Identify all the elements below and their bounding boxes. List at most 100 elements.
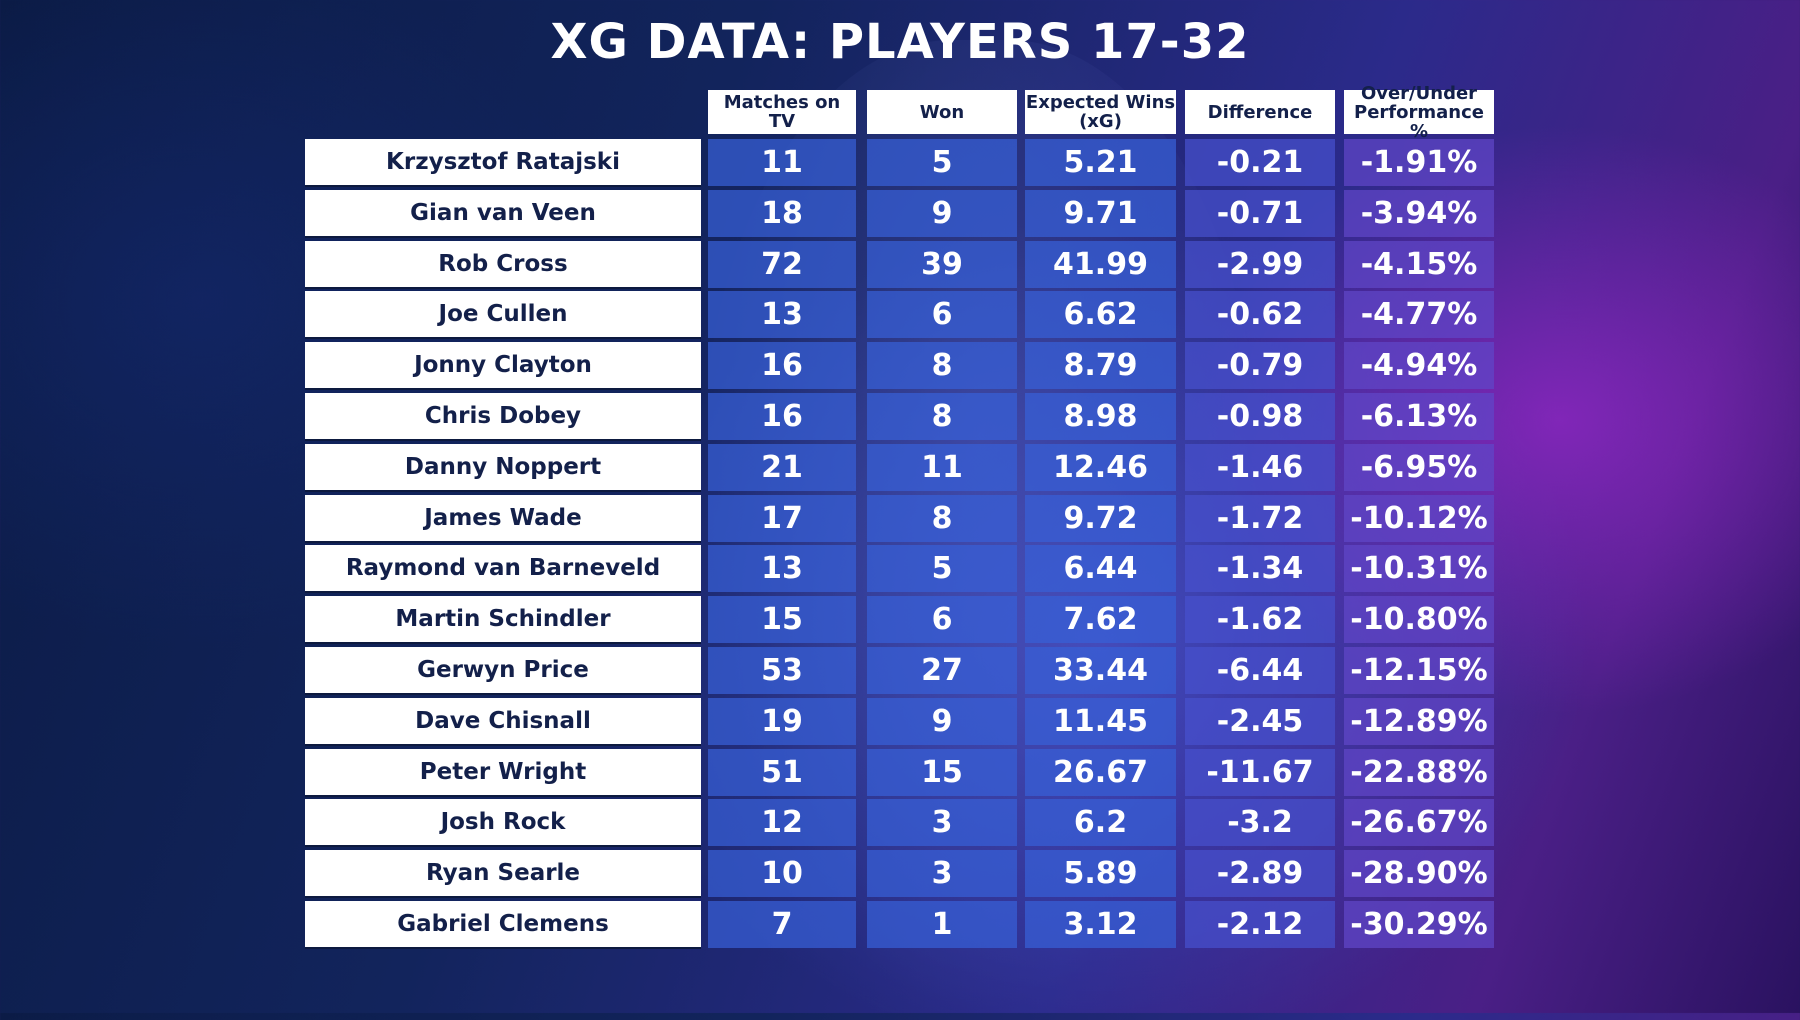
expected-wins-cell: 5.89: [1025, 850, 1176, 897]
matches-cell: 13: [708, 291, 856, 338]
performance-cell: -4.15%: [1344, 241, 1494, 288]
player-name: Ryan Searle: [305, 850, 701, 898]
matches-cell: 51: [708, 749, 856, 796]
player-name: James Wade: [305, 495, 701, 543]
player-name: Joe Cullen: [305, 291, 701, 339]
difference-cell: -11.67: [1185, 749, 1335, 796]
player-name: Danny Noppert: [305, 444, 701, 492]
expected-wins-cell: 6.44: [1025, 545, 1176, 592]
matches-cell: 53: [708, 647, 856, 694]
won-cell: 5: [867, 545, 1017, 592]
expected-wins-cell: 7.62: [1025, 596, 1176, 643]
difference-cell: -0.62: [1185, 291, 1335, 338]
expected-wins-cell: 8.79: [1025, 342, 1176, 389]
header-difference: Difference: [1185, 90, 1335, 134]
matches-cell: 7: [708, 901, 856, 948]
expected-wins-cell: 6.2: [1025, 799, 1176, 846]
expected-wins-cell: 33.44: [1025, 647, 1176, 694]
performance-cell: -4.77%: [1344, 291, 1494, 338]
performance-cell: -3.94%: [1344, 190, 1494, 237]
performance-cell: -6.95%: [1344, 444, 1494, 491]
player-name: Martin Schindler: [305, 596, 701, 644]
difference-cell: -2.89: [1185, 850, 1335, 897]
matches-cell: 10: [708, 850, 856, 897]
difference-cell: -1.46: [1185, 444, 1335, 491]
won-cell: 9: [867, 190, 1017, 237]
won-cell: 8: [867, 495, 1017, 542]
header-matches: Matches on TV: [708, 90, 856, 134]
difference-cell: -1.72: [1185, 495, 1335, 542]
won-cell: 27: [867, 647, 1017, 694]
won-cell: 1: [867, 901, 1017, 948]
won-cell: 11: [867, 444, 1017, 491]
page-title: XG DATA: PLAYERS 17-32: [550, 14, 1250, 70]
won-cell: 8: [867, 342, 1017, 389]
won-cell: 3: [867, 799, 1017, 846]
difference-cell: -0.79: [1185, 342, 1335, 389]
performance-cell: -30.29%: [1344, 901, 1494, 948]
won-cell: 39: [867, 241, 1017, 288]
expected-wins-cell: 9.72: [1025, 495, 1176, 542]
expected-wins-cell: 11.45: [1025, 698, 1176, 745]
matches-cell: 21: [708, 444, 856, 491]
expected-wins-cell: 8.98: [1025, 393, 1176, 440]
player-name: Chris Dobey: [305, 393, 701, 441]
difference-cell: -0.21: [1185, 139, 1335, 186]
matches-cell: 16: [708, 393, 856, 440]
matches-cell: 15: [708, 596, 856, 643]
performance-cell: -1.91%: [1344, 139, 1494, 186]
difference-cell: -1.62: [1185, 596, 1335, 643]
player-name: Gerwyn Price: [305, 647, 701, 695]
header-won: Won: [867, 90, 1017, 134]
performance-cell: -26.67%: [1344, 799, 1494, 846]
player-name: Josh Rock: [305, 799, 701, 847]
won-cell: 8: [867, 393, 1017, 440]
expected-wins-cell: 41.99: [1025, 241, 1176, 288]
difference-cell: -6.44: [1185, 647, 1335, 694]
won-cell: 3: [867, 850, 1017, 897]
performance-cell: -10.12%: [1344, 495, 1494, 542]
performance-cell: -12.89%: [1344, 698, 1494, 745]
difference-cell: -0.71: [1185, 190, 1335, 237]
matches-cell: 19: [708, 698, 856, 745]
matches-cell: 18: [708, 190, 856, 237]
expected-wins-cell: 5.21: [1025, 139, 1176, 186]
difference-cell: -0.98: [1185, 393, 1335, 440]
performance-cell: -10.31%: [1344, 545, 1494, 592]
matches-cell: 11: [708, 139, 856, 186]
won-cell: 6: [867, 596, 1017, 643]
header-performance: Over/Under Performance %: [1344, 84, 1494, 141]
player-name: Dave Chisnall: [305, 698, 701, 746]
won-cell: 5: [867, 139, 1017, 186]
difference-cell: -2.45: [1185, 698, 1335, 745]
expected-wins-cell: 9.71: [1025, 190, 1176, 237]
difference-cell: -2.99: [1185, 241, 1335, 288]
player-name: Gian van Veen: [305, 190, 701, 238]
player-name: Rob Cross: [305, 241, 701, 289]
header-expected-wins: Expected Wins (xG): [1025, 90, 1176, 134]
won-cell: 15: [867, 749, 1017, 796]
expected-wins-cell: 3.12: [1025, 901, 1176, 948]
player-name: Raymond van Barneveld: [305, 545, 701, 593]
difference-cell: -1.34: [1185, 545, 1335, 592]
expected-wins-cell: 26.67: [1025, 749, 1176, 796]
player-name: Jonny Clayton: [305, 342, 701, 390]
performance-cell: -4.94%: [1344, 342, 1494, 389]
performance-cell: -12.15%: [1344, 647, 1494, 694]
matches-cell: 16: [708, 342, 856, 389]
difference-cell: -3.2: [1185, 799, 1335, 846]
player-name: Gabriel Clemens: [305, 901, 701, 949]
won-cell: 9: [867, 698, 1017, 745]
performance-cell: -22.88%: [1344, 749, 1494, 796]
player-name: Peter Wright: [305, 749, 701, 797]
matches-cell: 12: [708, 799, 856, 846]
expected-wins-cell: 6.62: [1025, 291, 1176, 338]
matches-cell: 17: [708, 495, 856, 542]
expected-wins-cell: 12.46: [1025, 444, 1176, 491]
performance-cell: -10.80%: [1344, 596, 1494, 643]
difference-cell: -2.12: [1185, 901, 1335, 948]
performance-cell: -6.13%: [1344, 393, 1494, 440]
matches-cell: 13: [708, 545, 856, 592]
matches-cell: 72: [708, 241, 856, 288]
player-name: Krzysztof Ratajski: [305, 139, 701, 187]
